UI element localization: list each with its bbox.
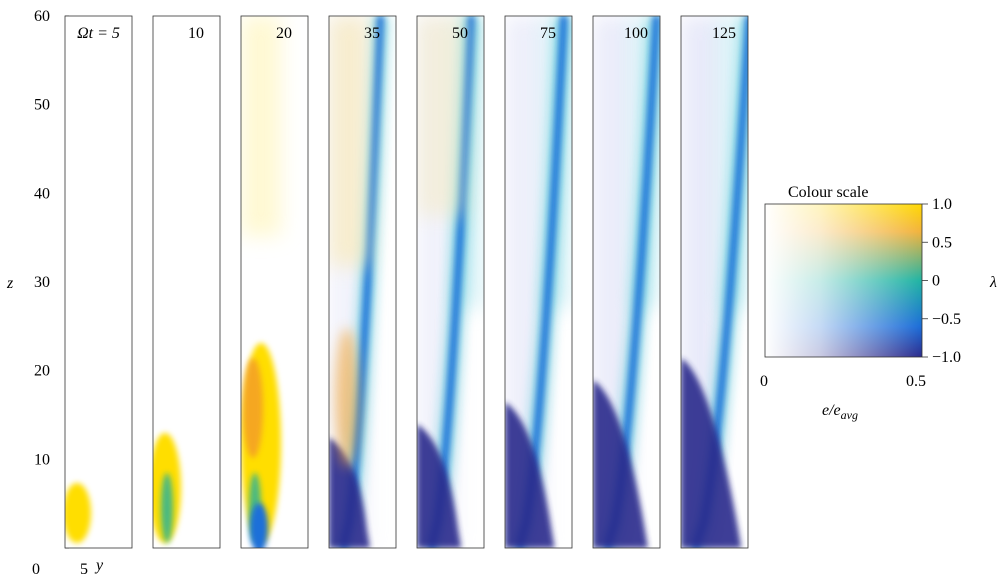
lambda-tick-label: 0.5 bbox=[932, 234, 952, 251]
heatmap-panel: 75 bbox=[504, 15, 573, 549]
plume-faint bbox=[329, 16, 369, 266]
base-dark bbox=[681, 358, 742, 548]
panel-frame bbox=[592, 15, 661, 549]
e-tick-05: 0.5 bbox=[906, 373, 926, 390]
panel-frame bbox=[240, 15, 309, 549]
y-tick-0: 0 bbox=[32, 561, 40, 576]
streak-blue bbox=[339, 16, 385, 548]
heatmap-panel: 20 bbox=[240, 15, 309, 549]
lambda-label: λ bbox=[989, 274, 997, 291]
y-tick-5: 5 bbox=[80, 561, 88, 576]
base-dark bbox=[505, 402, 555, 548]
heatmap-panel: 10 bbox=[152, 15, 221, 549]
panel-time-label: 125 bbox=[712, 25, 736, 42]
panel-time-label: 35 bbox=[364, 25, 380, 42]
panel-time-label: Ωt = 5 bbox=[77, 25, 120, 42]
lambda-tick-label: 1.0 bbox=[932, 196, 952, 213]
z-tick-label: 60 bbox=[34, 8, 50, 25]
z-tick-label: 40 bbox=[34, 185, 50, 202]
base-dark bbox=[417, 424, 462, 548]
panel-time-label: 50 bbox=[452, 25, 468, 42]
lambda-tick-label: −1.0 bbox=[932, 349, 961, 366]
panel-frame bbox=[680, 15, 749, 549]
plume-faint bbox=[241, 16, 281, 236]
plume-orange bbox=[335, 328, 359, 468]
z-axis-label: z bbox=[6, 275, 14, 292]
z-tick-label: 30 bbox=[34, 274, 50, 291]
z-tick-label: 50 bbox=[34, 97, 50, 114]
z-axis: 10 20 30 40 50 60 bbox=[34, 8, 69, 549]
panel-time-label: 75 bbox=[540, 25, 556, 42]
colour-scale-fade bbox=[765, 204, 922, 357]
lambda-tick-label: −0.5 bbox=[932, 311, 961, 328]
heatmap-panel: 50 bbox=[416, 15, 485, 549]
panel-frame bbox=[64, 15, 133, 549]
panel-time-label: 20 bbox=[276, 25, 292, 42]
lambda-tick-label: 0 bbox=[932, 273, 940, 290]
z-tick-label: 20 bbox=[34, 363, 50, 380]
heatmap-panel: 125 bbox=[680, 15, 749, 549]
colour-scale: Colour scale 1.0 0.5 0 −0.5 −1.0 λ 0 0.5 e/e… bbox=[760, 184, 997, 422]
plume-faint bbox=[417, 16, 467, 216]
panel-frame bbox=[152, 15, 221, 549]
panel-frame bbox=[504, 15, 573, 549]
base-dark bbox=[593, 380, 648, 548]
plume-teal bbox=[161, 473, 173, 543]
streak-blue bbox=[427, 16, 476, 548]
colour-scale-title: Colour scale bbox=[788, 184, 868, 201]
y-axis-label: y bbox=[94, 557, 104, 574]
heatmap-panel: Ωt = 5 bbox=[64, 15, 133, 549]
e-axis-label: e/eavg bbox=[822, 402, 858, 422]
e-tick-0: 0 bbox=[760, 373, 768, 390]
lambda-ticks: 1.0 0.5 0 −0.5 −1.0 bbox=[922, 196, 961, 366]
panel-time-label: 10 bbox=[188, 25, 204, 42]
panel-frame bbox=[328, 15, 397, 549]
base-dark bbox=[329, 437, 371, 548]
panels: Ωt = 5 10 20 35 50 75 100 125 bbox=[64, 15, 749, 549]
z-tick-label: 10 bbox=[34, 451, 50, 468]
plume-blue bbox=[250, 503, 268, 548]
heatmap-panel: 100 bbox=[592, 15, 661, 549]
panel-background bbox=[65, 16, 132, 548]
plume-orange bbox=[243, 358, 263, 458]
panel-time-label: 100 bbox=[624, 25, 648, 42]
panel-frame bbox=[416, 15, 485, 549]
heatmap-panel: 35 bbox=[328, 15, 397, 549]
plume-yellow bbox=[65, 483, 91, 543]
